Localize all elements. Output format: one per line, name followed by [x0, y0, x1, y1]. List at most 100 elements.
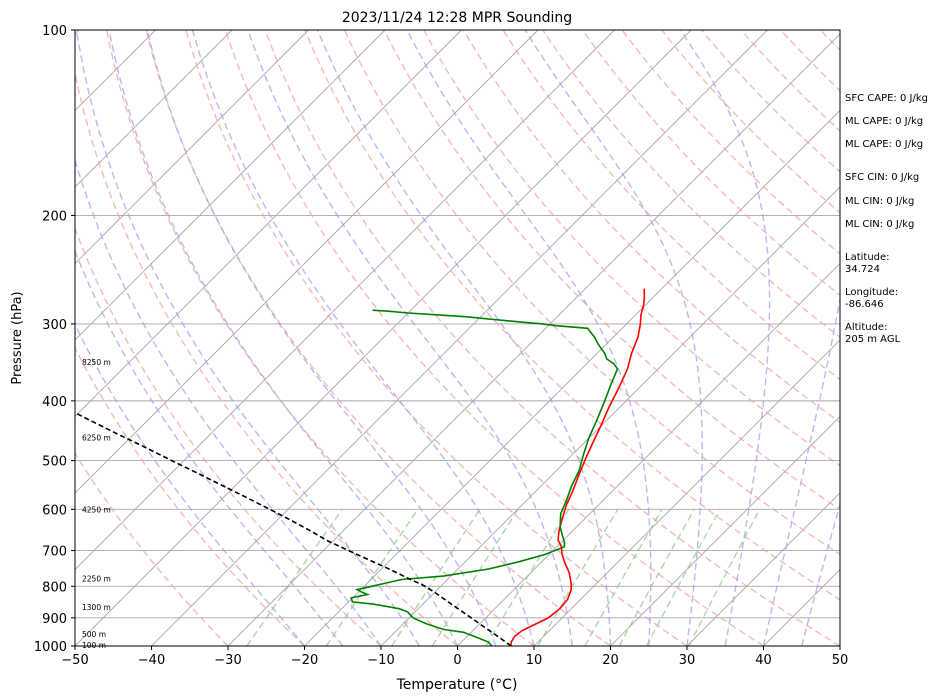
chart-title: 2023/11/24 12:28 MPR Sounding [342, 10, 572, 26]
dewpoint-line [350, 309, 619, 646]
isotherm-line [0, 30, 3, 646]
y-axis-ticks: 1000 900 800 700 600 500 400 300 200 100 [34, 24, 75, 655]
moist-adiabat-line [75, 30, 420, 646]
dry-adiabat-line [304, 30, 840, 601]
isotherm-line [457, 262, 840, 646]
isotherm-line [75, 30, 386, 341]
dry-adiabat-line [75, 346, 305, 646]
mixing-ratio-line [391, 508, 481, 646]
dry-adiabat-line [343, 30, 840, 556]
mixing-ratio-line [485, 508, 570, 646]
mixing-ratio-line [645, 508, 721, 646]
x-tick-label: 0 [453, 653, 461, 668]
parcel_profile-line [75, 411, 512, 646]
height-label: 500 m [82, 630, 106, 639]
latitude-value: 34.724 [845, 264, 880, 275]
isotherm-line [380, 186, 840, 646]
sfc-cin-label: SFC CIN: 0 J/kg [845, 172, 920, 183]
dry-adiabat-line [75, 451, 229, 646]
temperature-line [510, 288, 646, 646]
x-tick-label: 30 [679, 653, 696, 668]
longitude-label: Longitude: [845, 287, 899, 298]
background-lines [0, 30, 840, 646]
moist-adiabat-line [146, 30, 497, 646]
moist-adiabat-line [524, 30, 703, 646]
moist-adiabat-line [75, 249, 344, 646]
dry-adiabat-line [224, 30, 764, 646]
moist-adiabat-line [406, 30, 652, 646]
dry-adiabat-line [105, 30, 535, 646]
plot-frame [74, 29, 841, 647]
dry-adiabat-line [581, 30, 840, 297]
ml-cape-label-2: ML CAPE: 0 J/kg [845, 139, 924, 150]
y-tick-label: 600 [42, 503, 67, 518]
moist-adiabat-line [75, 157, 382, 646]
sfc-cape-label: SFC CAPE: 0 J/kg [845, 93, 928, 104]
moist-adiabat-line [316, 30, 612, 646]
x-tick-label: −20 [291, 653, 318, 668]
isotherm-line [533, 339, 840, 646]
mixing-ratio-line [325, 508, 419, 646]
dry-adiabat-line [462, 30, 840, 424]
y-tick-label: 400 [42, 395, 67, 410]
height-label: 6250 m [82, 433, 111, 442]
height-label: 4250 m [82, 506, 111, 515]
ml-cin-label: ML CIN: 0 J/kg [845, 196, 915, 207]
x-tick-label: 50 [832, 653, 849, 668]
moist-adiabat-line [75, 322, 306, 646]
y-tick-label: 800 [42, 580, 67, 595]
x-axis-ticks: −50 −40 −30 −20 −10 0 10 20 30 40 50 [61, 646, 848, 668]
moist-adiabat-line [679, 30, 771, 646]
y-tick-label: 300 [42, 318, 67, 333]
moist-adiabat-line [108, 30, 459, 646]
dry-adiabat-line [502, 30, 840, 381]
moist-adiabat-line [762, 295, 840, 646]
height-label: 1300 m [82, 603, 111, 612]
dry-adiabat-line [383, 30, 840, 511]
altitude-label: Altitude: [845, 322, 888, 333]
y-tick-label: 200 [42, 209, 67, 224]
isotherm-line [227, 33, 840, 646]
moist-adiabat-line [191, 30, 535, 646]
y-tick-label: 500 [42, 455, 67, 470]
x-tick-label: −10 [367, 653, 394, 668]
ml-cin-label-2: ML CIN: 0 J/kg [845, 219, 915, 230]
height-label: 2250 m [82, 575, 111, 584]
isotherm-line [610, 415, 840, 646]
latitude-label: Latitude: [845, 252, 890, 263]
y-axis-label: Pressure (hPa) [10, 291, 25, 384]
dry-adiabat-line [264, 30, 840, 646]
dry-adiabat-line [75, 226, 382, 646]
dry-adiabat-line [542, 30, 840, 339]
mixing-ratio-line [246, 508, 343, 646]
longitude-value: -86.646 [845, 299, 884, 310]
x-tick-label: 20 [602, 653, 619, 668]
mixing-ratio-line [431, 508, 519, 646]
x-tick-label: 10 [526, 653, 543, 668]
x-axis-label: Temperature (°C) [396, 677, 518, 693]
dry-adiabat-line [75, 70, 458, 646]
x-tick-label: −50 [61, 653, 88, 668]
mixing-ratio-line [688, 508, 761, 646]
isotherm-line [304, 109, 840, 646]
ml-cape-label: ML CAPE: 0 J/kg [845, 116, 924, 127]
y-tick-label: 1000 [34, 640, 67, 655]
isotherm-line [151, 30, 768, 646]
isotherm-line [75, 30, 233, 188]
mixing-ratio-line [584, 508, 663, 646]
altitude-value: 205 m AGL [845, 334, 901, 345]
y-tick-label: 900 [42, 612, 67, 627]
isotherm-line [686, 492, 840, 646]
data-lines [75, 288, 646, 646]
dry-adiabat-line [145, 30, 611, 646]
isotherm-line [75, 30, 462, 418]
dry-adiabat-line [185, 30, 688, 646]
moist-adiabat-line [801, 501, 840, 646]
mixing-ratio-line [618, 508, 695, 646]
isotherm-line [763, 568, 840, 646]
isotherm-line [75, 30, 692, 646]
isotherm-line [75, 30, 615, 571]
x-tick-label: −40 [138, 653, 165, 668]
